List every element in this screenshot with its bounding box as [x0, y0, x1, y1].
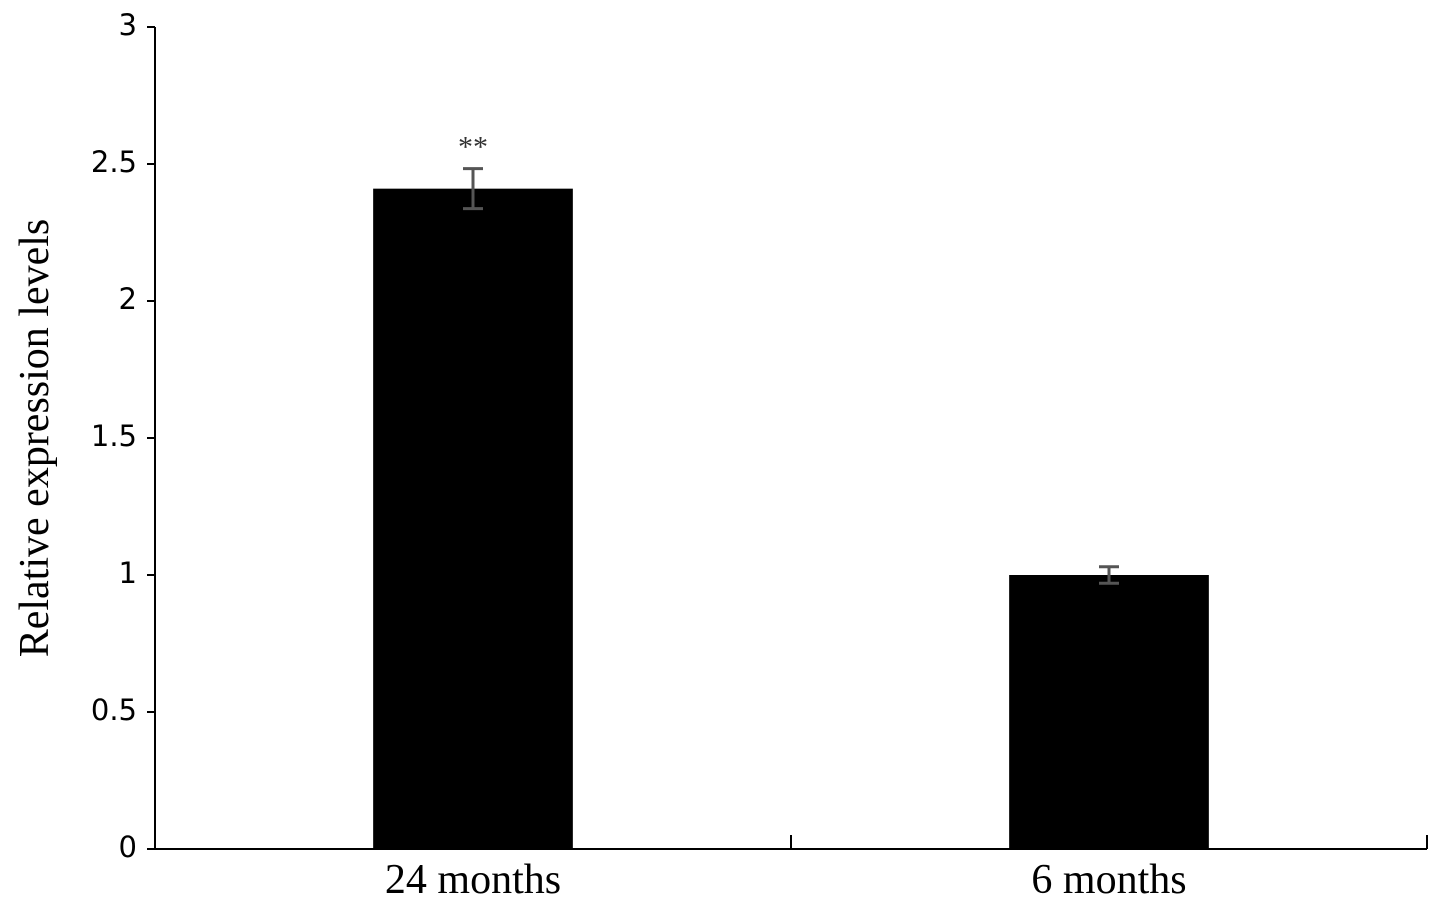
y-tick-label: 1.5 [91, 419, 137, 453]
y-tick-label: 2 [119, 282, 137, 316]
annotation: ** [458, 131, 488, 164]
x-tick-label: 6 months [1031, 857, 1186, 903]
bar [373, 188, 573, 849]
x-tick-label: 24 months [385, 857, 561, 903]
bar [1009, 575, 1209, 849]
y-axis-label: Relative expression levels [12, 219, 58, 658]
y-tick-label: 0 [119, 830, 137, 864]
error-bar [463, 167, 483, 211]
y-tick-label: 3 [119, 8, 137, 42]
error-bar [1099, 565, 1119, 585]
y-tick-label: 1 [119, 556, 137, 590]
y-tick-label: 2.5 [91, 145, 137, 179]
y-tick-label: 0.5 [91, 693, 137, 727]
